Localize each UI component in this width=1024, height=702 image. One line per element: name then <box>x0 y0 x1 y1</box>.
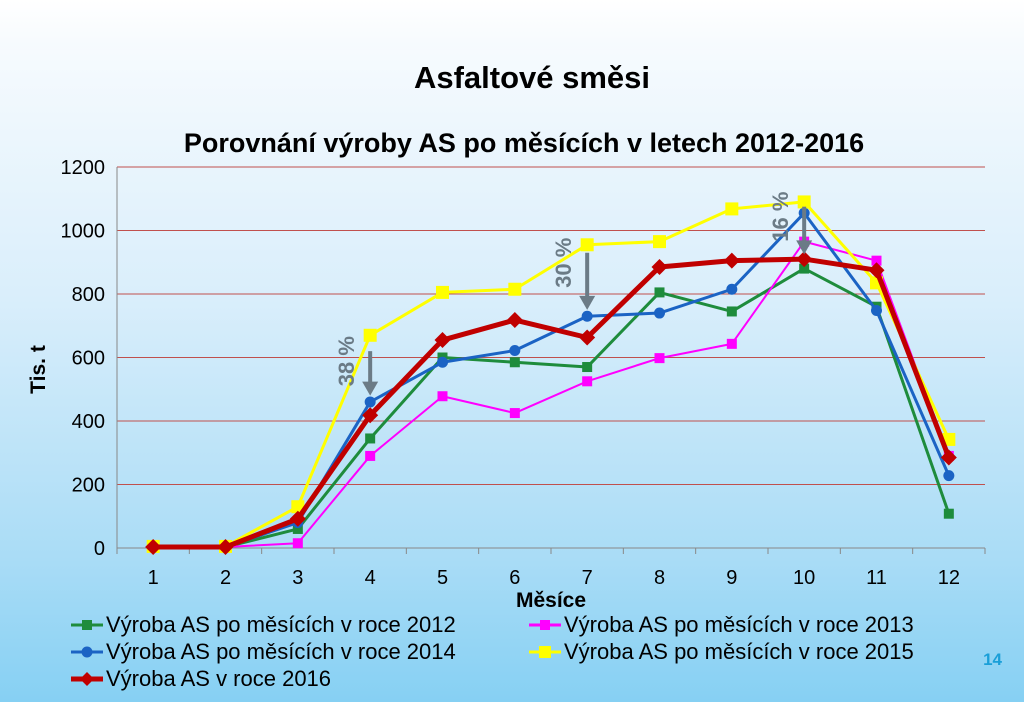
legend-marker-2013 <box>529 620 561 630</box>
y-axis-label: Tis. t <box>27 345 50 394</box>
x-tick-label: 1 <box>148 567 159 589</box>
x-tick-label: 11 <box>866 567 887 589</box>
data-point <box>726 306 737 317</box>
data-point <box>289 510 306 527</box>
data-point <box>654 307 665 319</box>
page-number: 14 <box>983 650 1002 669</box>
legend-label-2013: Výroba AS po měsících v roce 2013 <box>564 612 914 637</box>
data-point <box>580 238 594 252</box>
legend-label-2014: Výroba AS po měsících v roce 2014 <box>106 639 456 664</box>
x-tick-label: 6 <box>509 567 520 589</box>
y-tick-label: 1200 <box>61 157 106 179</box>
data-point <box>217 539 234 556</box>
legend-marker-2012 <box>71 620 103 630</box>
legend-label-2012: Výroba AS po měsících v roce 2012 <box>106 612 456 637</box>
legend-label-2015: Výroba AS po měsících v roce 2015 <box>564 639 914 664</box>
data-point <box>943 470 955 482</box>
legend-marker-2016 <box>71 672 103 686</box>
data-point <box>654 287 665 298</box>
legend-marker-2014 <box>71 646 103 658</box>
data-point <box>437 356 448 368</box>
data-point <box>292 538 303 549</box>
data-point <box>362 407 379 424</box>
series-line-1 <box>153 240 950 549</box>
data-point <box>725 202 739 216</box>
data-point <box>871 305 882 317</box>
data-point <box>582 362 593 373</box>
data-point <box>651 259 668 276</box>
data-point <box>365 450 376 461</box>
legend-label-2016: Výroba AS v roce 2016 <box>106 666 332 691</box>
x-tick-label: 7 <box>582 567 593 589</box>
x-axis-label: Měsíce <box>516 589 586 612</box>
data-point <box>363 328 377 342</box>
y-tick-label: 0 <box>94 538 105 560</box>
annotation-label: 30 % <box>551 238 576 288</box>
annotation-arrow-head <box>796 240 813 255</box>
x-tick-label: 8 <box>654 567 665 589</box>
y-tick-label: 1000 <box>61 221 106 243</box>
data-point <box>943 508 954 519</box>
legend-item-2015: Výroba AS po měsících v roce 2015 <box>528 639 914 665</box>
data-point <box>508 282 522 296</box>
x-tick-label: 2 <box>220 567 231 589</box>
x-tick-label: 9 <box>726 567 737 589</box>
data-point <box>292 523 303 534</box>
data-point <box>723 252 740 269</box>
y-tick-label: 800 <box>72 284 105 306</box>
x-tick-label: 4 <box>365 567 376 589</box>
annotation-arrow-head <box>579 295 596 310</box>
data-point <box>653 235 666 249</box>
data-point <box>726 338 737 349</box>
y-tick-label: 400 <box>72 411 105 433</box>
y-tick-label: 200 <box>72 475 105 497</box>
data-point <box>145 539 162 556</box>
data-point <box>364 396 376 408</box>
y-tick-label: 600 <box>72 348 105 370</box>
legend-item-2012: Výroba AS po měsících v roce 2012 <box>70 612 456 638</box>
legend-item-2014: Výroba AS po měsících v roce 2014 <box>70 639 456 665</box>
x-tick-label: 12 <box>938 567 960 589</box>
series-line-2 <box>153 211 951 549</box>
data-point <box>940 449 957 466</box>
data-point <box>509 408 520 419</box>
chart-title: Porovnání výroby AS po měsících v letech… <box>183 128 865 158</box>
data-point <box>506 312 523 329</box>
legend-item-2016: Výroba AS v roce 2016 <box>70 666 331 692</box>
data-point <box>509 345 521 357</box>
legend-item-2013: Výroba AS po měsících v roce 2013 <box>528 612 914 638</box>
x-tick-label: 10 <box>793 567 815 589</box>
data-point <box>434 332 451 349</box>
data-point <box>796 251 813 268</box>
series-line-4 <box>153 256 952 550</box>
x-tick-label: 5 <box>437 567 448 589</box>
slide-title: Asfaltové směsi <box>413 60 651 95</box>
data-point <box>799 263 810 274</box>
data-point <box>582 376 593 387</box>
data-point <box>581 310 593 322</box>
data-point <box>797 195 811 209</box>
data-point <box>437 391 448 402</box>
legend-marker-2015 <box>529 646 561 658</box>
data-point <box>654 353 665 364</box>
data-point <box>871 255 882 266</box>
data-point <box>436 285 449 299</box>
series-line-0 <box>153 267 951 549</box>
data-point <box>509 357 520 368</box>
annotation-label: 16 % <box>768 192 793 242</box>
data-point <box>579 329 596 346</box>
data-point <box>365 433 376 444</box>
annotation-arrow-head <box>362 381 379 396</box>
data-point <box>868 262 885 279</box>
x-tick-label: 3 <box>292 567 303 589</box>
annotation-label: 38 % <box>334 336 359 386</box>
data-point <box>726 283 738 295</box>
series-line-3 <box>153 200 951 548</box>
